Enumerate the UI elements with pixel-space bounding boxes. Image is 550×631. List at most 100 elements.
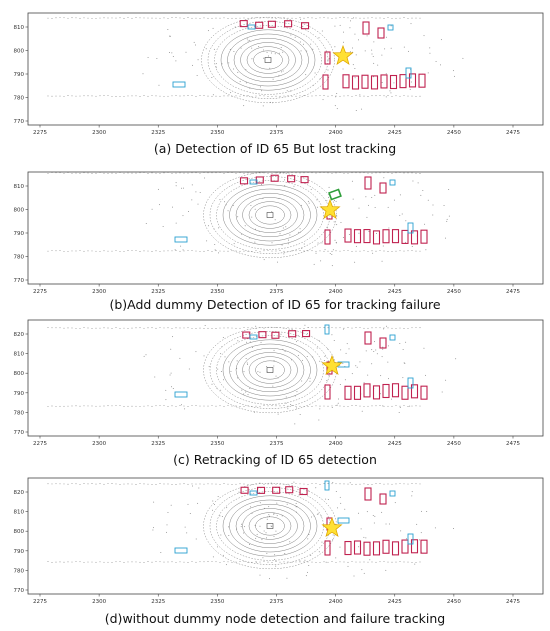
lidar-point [349, 27, 351, 29]
lidar-point [111, 405, 113, 407]
lidar-point [452, 528, 454, 530]
lidar-point [440, 39, 442, 41]
lidar-point [350, 20, 352, 22]
lidar-point [203, 483, 205, 485]
lidar-point [319, 78, 321, 80]
ego-vehicle [266, 212, 274, 218]
lidar-point [391, 96, 393, 98]
lidar-point [245, 391, 247, 393]
lidar-point [375, 17, 377, 19]
ego-vehicle [266, 367, 274, 373]
lidar-point [231, 172, 233, 174]
lidar-point [179, 327, 181, 329]
lidar-point [263, 95, 265, 97]
lidar-point [306, 571, 308, 573]
lidar-point [382, 245, 384, 247]
track-box [247, 24, 256, 30]
lidar-point [299, 41, 301, 43]
lidar-point [311, 327, 313, 328]
lidar-point [147, 17, 149, 19]
lidar-point [79, 95, 81, 97]
y-tick-label: 790 [14, 231, 25, 237]
lidar-point [235, 483, 237, 485]
lidar-point [95, 405, 97, 407]
lidar-point [425, 249, 427, 251]
lidar-plot: 2275 2300 2325 2350 2375 2400 2425 2450 24758108… [14, 12, 544, 136]
lidar-point [147, 56, 149, 58]
lidar-point [59, 561, 61, 563]
y-tick-label: 790 [14, 549, 25, 555]
lidar-ring [201, 16, 335, 104]
lidar-point [249, 39, 251, 41]
lidar-point [263, 405, 265, 407]
lidar-point [383, 172, 385, 174]
lidar-point [315, 487, 317, 489]
lidar-point [239, 250, 241, 252]
lidar-point [275, 483, 277, 485]
lidar-point [263, 507, 265, 509]
lidar-point [376, 353, 378, 355]
lidar-point [267, 405, 269, 407]
panel-b: 2275 2300 2325 2350 2375 2400 2425 2450 2475 810 8… [0, 160, 550, 318]
lidar-scene [47, 324, 457, 425]
lidar-point [223, 95, 225, 97]
lidar-point [403, 46, 405, 48]
lidar-point [195, 250, 197, 252]
lidar-point [410, 23, 412, 25]
lidar-point [151, 484, 153, 486]
lidar-point [47, 483, 49, 485]
lidar-point [283, 172, 285, 174]
lidar-point [462, 57, 464, 59]
lidar-point [135, 249, 137, 251]
lidar-point [337, 402, 339, 404]
lidar-point [115, 405, 117, 406]
lidar-point [215, 17, 217, 19]
lidar-point [331, 407, 333, 409]
lidar-point [271, 526, 273, 528]
lidar-point [214, 244, 216, 246]
lidar-point [391, 483, 393, 485]
x-tick-label: 2375 [270, 441, 284, 447]
lidar-point [169, 52, 171, 54]
lidar-point [220, 353, 222, 355]
lidar-point [165, 389, 167, 391]
lidar-point [399, 17, 401, 19]
lidar-point [311, 17, 313, 19]
lidar-point [304, 559, 306, 561]
lidar-point [371, 349, 373, 351]
lidar-point [195, 17, 197, 19]
lidar-point [211, 561, 213, 562]
lidar-point [415, 250, 417, 252]
lidar-point [204, 177, 206, 179]
lidar-point [183, 561, 185, 563]
lidar-point [275, 18, 277, 19]
lidar-point [367, 405, 369, 407]
lidar-point [331, 17, 333, 19]
lidar-point [155, 95, 157, 97]
lidar-point [67, 561, 69, 563]
lidar-point [179, 250, 181, 252]
lidar-point [63, 173, 65, 175]
lidar-point [286, 503, 288, 505]
lidar-point [445, 379, 447, 381]
lidar-point [59, 327, 61, 329]
y-tick-label: 780 [14, 410, 25, 416]
lidar-point [171, 52, 173, 54]
lidar-point [296, 407, 298, 409]
detection-box [420, 539, 428, 554]
lidar-point [339, 546, 341, 548]
lidar-point [227, 250, 229, 252]
lidar-point [171, 484, 173, 485]
lidar-point [374, 515, 376, 517]
lidar-point [409, 88, 411, 90]
lidar-point [191, 250, 193, 252]
lidar-point [91, 561, 93, 563]
lidar-point [319, 95, 321, 96]
lidar-point [222, 337, 224, 339]
lidar-point [271, 211, 273, 213]
star-marker [321, 516, 343, 538]
lidar-point [215, 63, 217, 65]
lidar-point [219, 172, 221, 173]
lidar-point [325, 498, 327, 500]
lidar-point [291, 95, 293, 97]
